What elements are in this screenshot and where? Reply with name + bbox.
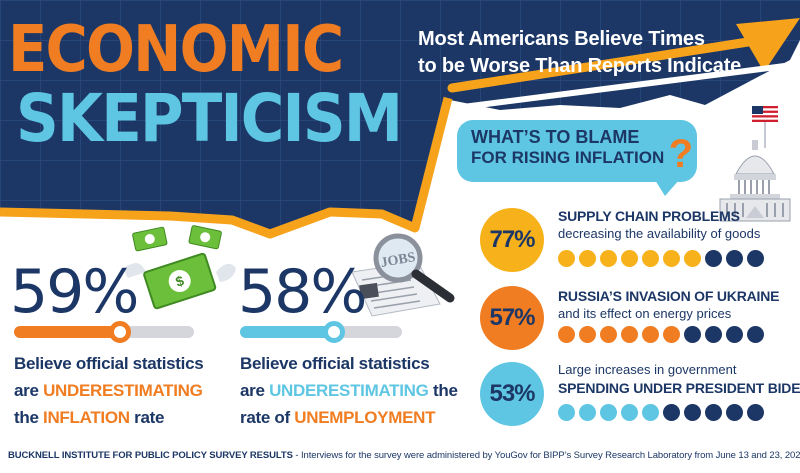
stat-desc-inflation: Believe official statistics are UNDEREST… — [14, 350, 204, 432]
subtitle-line-1: Most Americans Believe Times — [418, 28, 705, 50]
filled-dot — [663, 250, 680, 267]
money-icon: $ — [124, 225, 236, 310]
stat-desc-highlight: UNDERESTIMATING — [43, 381, 203, 401]
filled-dot — [600, 404, 617, 421]
filled-dot — [642, 326, 659, 343]
filled-dot — [663, 326, 680, 343]
stat-bar-fill-inflation — [14, 326, 121, 338]
cause-head-spending: SPENDING UNDER PRESIDENT BIDEN — [558, 380, 800, 396]
stat-desc-line: rate of UNEMPLOYMENT — [240, 408, 436, 428]
stat-desc-line: Believe official statistics — [14, 354, 204, 373]
stat-desc-highlight: UNEMPLOYMENT — [294, 408, 436, 428]
cause-sub-spending: Large increases in government — [558, 362, 737, 377]
empty-dot — [747, 250, 764, 267]
cause-dots-ukraine — [558, 326, 764, 343]
empty-dot — [705, 250, 722, 267]
empty-dot — [684, 326, 701, 343]
filled-dot — [600, 326, 617, 343]
stat-percent-inflation: 59% — [10, 257, 139, 327]
empty-dot — [726, 404, 743, 421]
filled-dot — [600, 250, 617, 267]
filled-dot — [558, 250, 575, 267]
empty-dot — [705, 404, 722, 421]
empty-dot — [663, 404, 680, 421]
question-mark-icon: ? — [668, 132, 693, 176]
cause-head-supply-chain: SUPPLY CHAIN PROBLEMS — [558, 208, 740, 224]
cause-dots-spending — [558, 404, 764, 421]
stat-desc-line: the INFLATION rate — [14, 408, 165, 428]
newspaper-word: JOBS — [380, 250, 417, 271]
stat-bar-unemployment — [240, 321, 402, 343]
subtitle-line-2: to be Worse Than Reports Indicate — [418, 55, 742, 77]
cause-head-ukraine: RUSSIA’S INVASION OF UKRAINE — [558, 288, 780, 304]
capitol-icon — [719, 140, 791, 222]
stat-bar-fill-unemployment — [240, 326, 334, 338]
blame-line-2: FOR RISING INFLATION — [471, 147, 665, 167]
title-economic: ECONOMIC — [8, 13, 344, 87]
stat-desc-highlight: INFLATION — [43, 408, 130, 428]
stat-desc-line: Believe official statistics — [240, 354, 430, 373]
stat-desc-highlight: UNDERESTIMATING — [269, 381, 429, 401]
stat-desc-line: are UNDERESTIMATING — [14, 381, 203, 401]
cause-badge-supply-chain: 77% — [480, 208, 544, 272]
flag-icon — [752, 106, 778, 122]
stat-desc-unemployment: Believe official statistics are UNDEREST… — [240, 350, 458, 432]
stat-desc-line: are UNDERESTIMATING the — [240, 381, 458, 401]
filled-dot — [642, 404, 659, 421]
subtitle: Most Americans Believe Times to be Worse… — [418, 26, 778, 80]
stat-bar-knob-inflation — [109, 321, 132, 343]
stat-bar-knob-unemployment — [322, 321, 345, 343]
flag-pole — [764, 108, 766, 148]
magnifier-icon: JOBS — [373, 233, 455, 303]
filled-dot — [579, 404, 596, 421]
filled-dot — [579, 326, 596, 343]
empty-dot — [747, 404, 764, 421]
cause-sub-supply-chain: decreasing the availability of goods — [558, 226, 761, 241]
cause-dots-supply-chain — [558, 250, 764, 267]
blame-line-1: WHAT’S TO BLAME — [471, 127, 640, 147]
filled-dot — [558, 404, 575, 421]
stat-percent-unemployment: 58% — [238, 257, 367, 327]
empty-dot — [726, 250, 743, 267]
empty-dot — [747, 326, 764, 343]
filled-dot — [558, 326, 575, 343]
filled-dot — [621, 404, 638, 421]
cause-badge-ukraine: 57% — [480, 286, 544, 350]
filled-dot — [579, 250, 596, 267]
empty-dot — [726, 326, 743, 343]
cause-badge-spending: 53% — [480, 362, 544, 426]
empty-dot — [705, 326, 722, 343]
title-skepticism: SKEPTICISM — [16, 80, 403, 157]
footer-source: BUCKNELL INSTITUTE FOR PUBLIC POLICY SUR… — [8, 450, 800, 461]
blame-bubble: WHAT’S TO BLAME FOR RISING INFLATION ? — [457, 120, 697, 196]
filled-dot — [684, 250, 701, 267]
cause-sub-ukraine: and its effect on energy prices — [558, 306, 732, 321]
stat-bar-inflation — [14, 321, 194, 343]
filled-dot — [621, 326, 638, 343]
filled-dot — [642, 250, 659, 267]
filled-dot — [621, 250, 638, 267]
empty-dot — [684, 404, 701, 421]
